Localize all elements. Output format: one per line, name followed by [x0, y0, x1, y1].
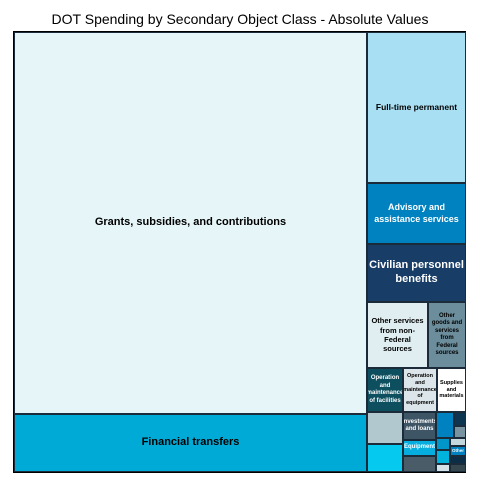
- treemap-tile-label: Other: [452, 448, 465, 454]
- treemap-tile-unlabeled-14: [403, 456, 436, 472]
- treemap-tile-label: Advisory and assistance services: [374, 202, 459, 224]
- chart-title: DOT Spending by Secondary Object Class -…: [51, 11, 429, 27]
- treemap-tile-label: Investments and loans: [403, 418, 436, 433]
- treemap-tile-unlabeled-19: [450, 438, 466, 446]
- treemap-tile-supplies-and-materials: Supplies and materials: [437, 368, 466, 412]
- treemap-tile-operation-and-maintenance-of-equipment: Operation and maintenance of equipment: [403, 368, 437, 412]
- treemap-tile-investments-and-loans: Investments and loans: [403, 412, 436, 440]
- treemap-tile-unlabeled-18: [436, 438, 450, 450]
- treemap-tile-other-goods-and-services-from-federal-sources: Other goods and services from Federal so…: [428, 302, 466, 368]
- treemap-tile-unlabeled-20: [436, 450, 450, 464]
- treemap-tile-label: Other services from non-Federal sources: [371, 316, 424, 354]
- treemap-tile-unlabeled-23: [436, 464, 450, 472]
- treemap-tile-advisory-and-assistance-services: Advisory and assistance services: [367, 183, 466, 244]
- treemap-tile-unlabeled-22: [450, 456, 466, 464]
- treemap-tile-unlabeled-17: [454, 426, 466, 438]
- treemap-tile-grants-subsidies-and-contributions: Grants, subsidies, and contributions: [14, 32, 367, 414]
- treemap-tile-label: Civilian personnel benefits: [369, 259, 464, 285]
- treemap-tile-label: Equipment: [404, 444, 435, 451]
- treemap-tile-label: Supplies and materials: [439, 379, 464, 400]
- treemap-tile-unlabeled-15: [436, 412, 454, 438]
- treemap-tile-label: Full-time permanent: [375, 102, 458, 113]
- treemap-tile-unlabeled-24: [450, 464, 466, 472]
- treemap-plot-area: Grants, subsidies, and contributions Fina…: [13, 31, 466, 473]
- treemap-tile-label: Grants, subsidies, and contributions: [94, 216, 287, 229]
- treemap-tile-label: Operation and maintenance of facilities: [367, 375, 403, 404]
- treemap-tile-civilian-personnel-benefits: Civilian personnel benefits: [367, 244, 466, 302]
- treemap-tile-unlabeled-13: [367, 444, 403, 472]
- treemap-tile-unlabeled-10: [367, 412, 403, 444]
- treemap-tile-unlabeled-16: [454, 412, 466, 426]
- treemap-tile-full-time-permanent: Full-time permanent: [367, 32, 466, 183]
- treemap-tile-label: Operation and maintenance of equipment: [403, 372, 437, 407]
- treemap-tile-operation-and-maintenance-of-facilities: Operation and maintenance of facilities: [367, 368, 403, 412]
- treemap-tile-other: Other: [450, 446, 466, 456]
- treemap-tile-equipment: Equipment: [403, 440, 436, 456]
- treemap-tile-other-services-from-non-federal-sources: Other services from non-Federal sources: [367, 302, 428, 368]
- treemap-tile-label: Other goods and services from Federal so…: [431, 312, 463, 357]
- treemap-tile-financial-transfers: Financial transfers: [14, 414, 367, 472]
- treemap-tile-label: Financial transfers: [141, 436, 240, 449]
